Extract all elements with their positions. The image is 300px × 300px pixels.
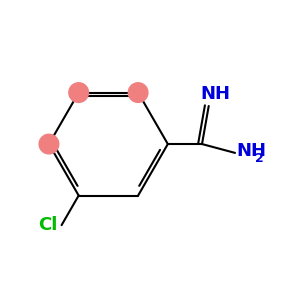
Text: NH: NH bbox=[200, 85, 230, 103]
Text: Cl: Cl bbox=[38, 216, 57, 234]
Text: 2: 2 bbox=[255, 152, 264, 165]
Circle shape bbox=[39, 134, 59, 154]
Text: NH: NH bbox=[236, 142, 266, 160]
Circle shape bbox=[128, 83, 148, 102]
Circle shape bbox=[69, 83, 88, 102]
